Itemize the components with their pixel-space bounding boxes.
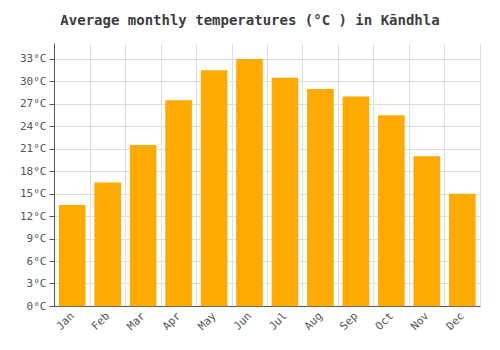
svg-text:Apr: Apr (160, 309, 183, 332)
svg-text:Average monthly temperatures (: Average monthly temperatures (°C ) in Kā… (60, 12, 439, 28)
svg-text:Feb: Feb (89, 310, 112, 333)
svg-text:33°C: 33°C (20, 52, 47, 65)
svg-text:21°C: 21°C (20, 142, 47, 155)
svg-text:0°C: 0°C (27, 300, 47, 313)
svg-text:18°C: 18°C (20, 165, 47, 178)
svg-text:Oct: Oct (373, 310, 396, 333)
svg-text:Jan: Jan (54, 310, 77, 333)
svg-text:May: May (195, 309, 218, 332)
svg-text:15°C: 15°C (20, 187, 47, 200)
svg-text:24°C: 24°C (20, 120, 47, 133)
svg-text:30°C: 30°C (20, 75, 47, 88)
svg-text:12°C: 12°C (20, 210, 47, 223)
svg-text:Nov: Nov (408, 309, 431, 332)
svg-text:Jun: Jun (231, 310, 254, 333)
svg-text:27°C: 27°C (20, 97, 47, 110)
svg-text:Jul: Jul (266, 310, 289, 333)
svg-text:Aug: Aug (302, 310, 325, 333)
svg-text:3°C: 3°C (27, 277, 47, 290)
svg-text:Sep: Sep (337, 310, 360, 333)
svg-text:Dec: Dec (444, 310, 467, 333)
svg-text:6°C: 6°C (27, 255, 47, 268)
svg-text:Mar: Mar (125, 309, 148, 332)
svg-text:9°C: 9°C (27, 232, 47, 245)
